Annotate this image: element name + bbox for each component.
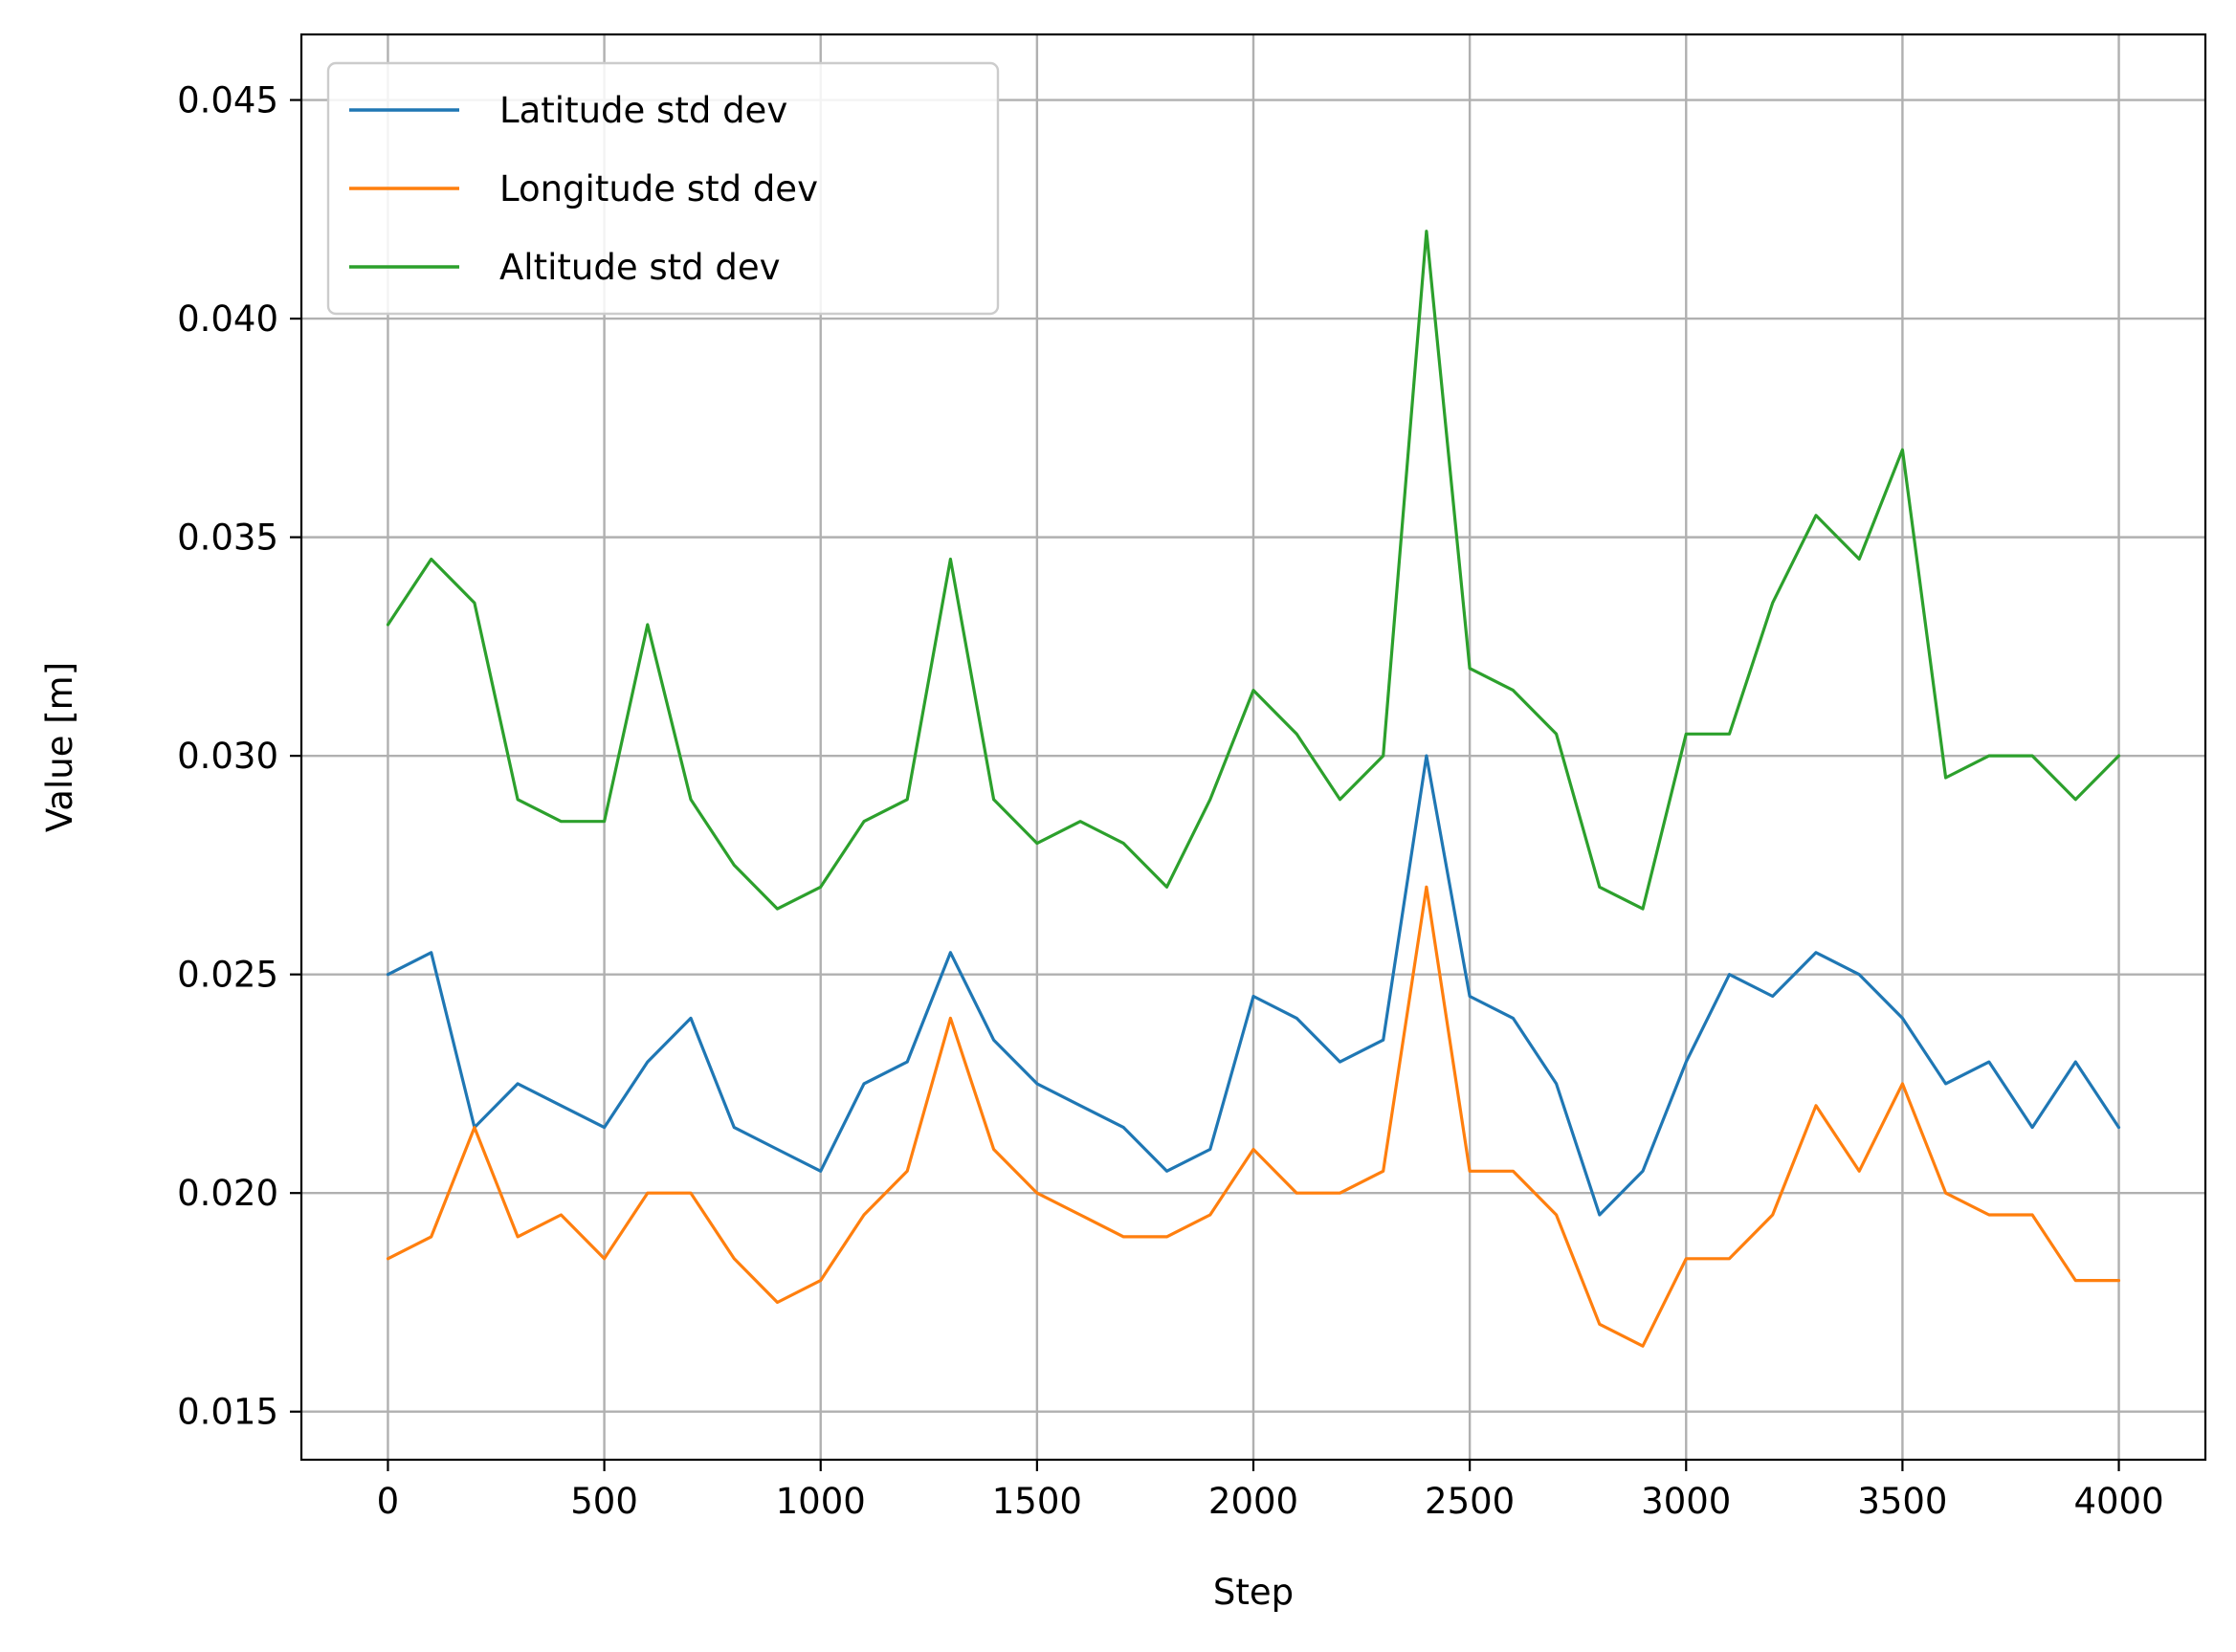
y-tick-label: 0.015	[177, 1392, 278, 1433]
y-tick-label: 0.045	[177, 80, 278, 121]
plot-frame	[299, 33, 2207, 1462]
series-line-latitude	[386, 754, 2121, 1217]
y-tick-label: 0.030	[177, 736, 278, 777]
x-tick-label: 3500	[1857, 1481, 1947, 1522]
series-line-altitude	[386, 230, 2121, 911]
series-line-longitude	[386, 885, 2121, 1348]
legend: Latitude std dev Longitude std dev Altit…	[326, 61, 1000, 316]
x-tick-label: 4000	[2073, 1481, 2163, 1522]
y-tick-label: 0.035	[177, 518, 278, 559]
legend-label-altitude: Altitude std dev	[499, 247, 781, 288]
series-lines	[386, 230, 2121, 1348]
x-tick-labels: 0 500 1000 1500 2000 2500 3000 3500 4000	[377, 1481, 2164, 1522]
x-axis-label: Step	[1213, 1572, 1294, 1613]
legend-label-latitude: Latitude std dev	[499, 90, 787, 131]
x-tick-label: 2000	[1208, 1481, 1298, 1522]
y-tick-label: 0.025	[177, 955, 278, 996]
x-tick-label: 1000	[776, 1481, 866, 1522]
legend-label-longitude: Longitude std dev	[499, 168, 818, 209]
x-tick-label: 2500	[1425, 1481, 1515, 1522]
x-tick-label: 3000	[1641, 1481, 1731, 1522]
y-tick-label: 0.020	[177, 1173, 278, 1214]
legend-box	[326, 61, 1000, 316]
grid-lines	[301, 34, 2205, 1460]
x-tick-label: 1500	[992, 1481, 1082, 1522]
y-tick-labels: 0.015 0.020 0.025 0.030 0.035 0.040 0.045	[177, 80, 278, 1433]
y-axis-label: Value [m]	[39, 662, 80, 832]
y-tick-label: 0.040	[177, 298, 278, 340]
x-tick-label: 500	[570, 1481, 638, 1522]
x-tick-label: 0	[377, 1481, 400, 1522]
axis-ticks	[290, 99, 2120, 1471]
